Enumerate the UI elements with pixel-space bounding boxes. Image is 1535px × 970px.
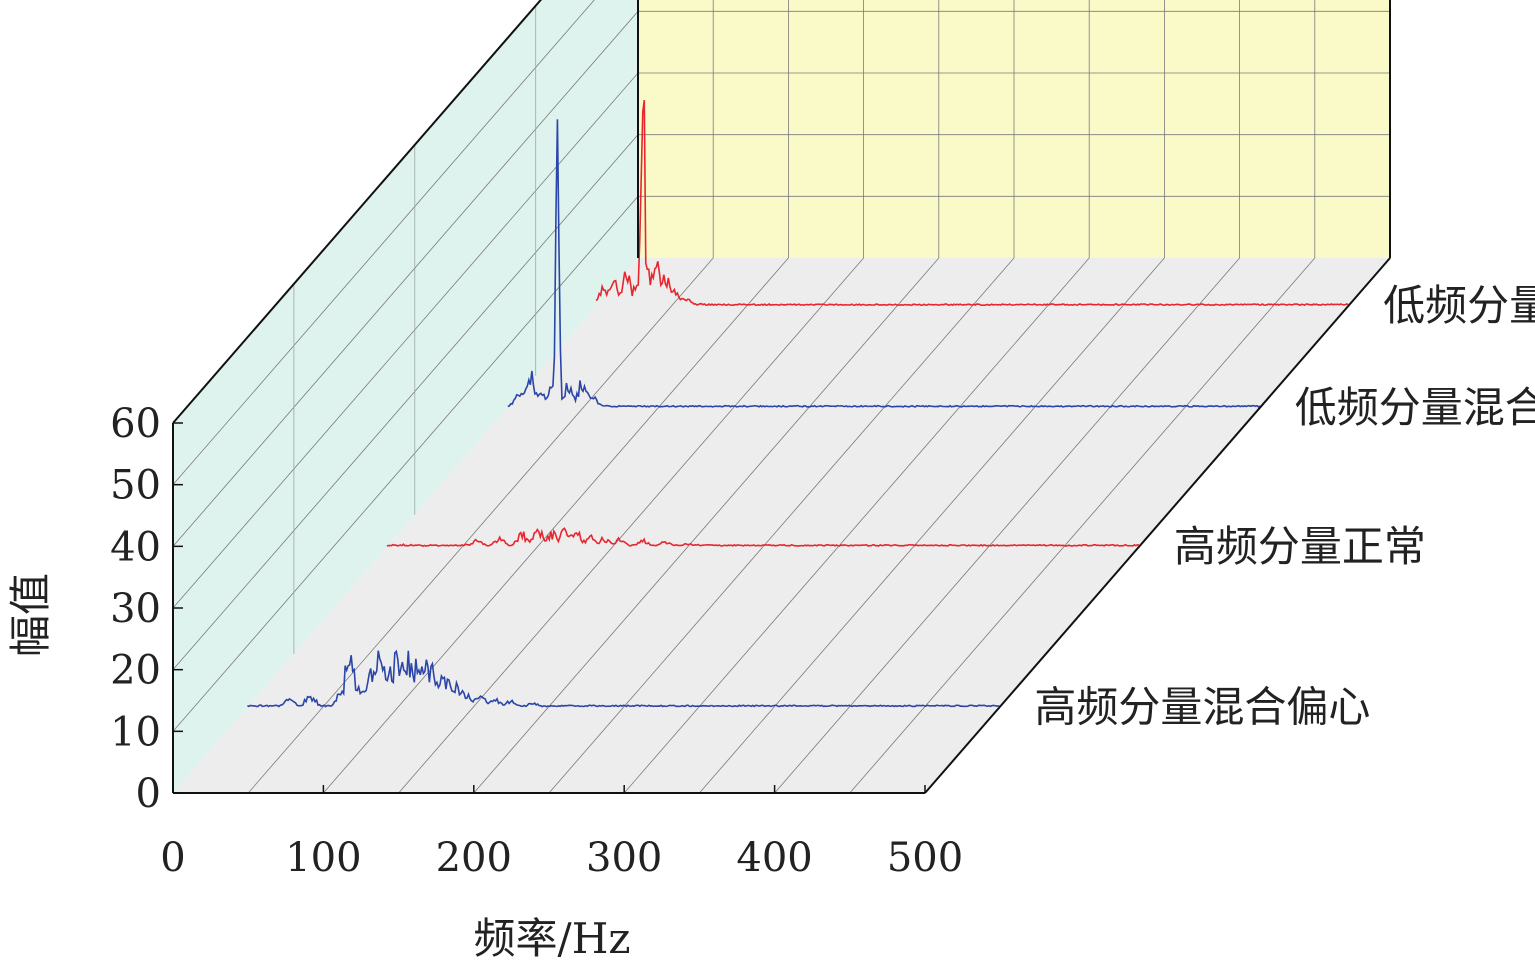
- grid-lines: [172, 0, 1390, 794]
- floor-grid-line: [323, 257, 789, 794]
- series-line: [595, 99, 1349, 307]
- floor-grid-line: [548, 257, 1015, 794]
- y-tick-label: 40: [110, 524, 161, 570]
- series-line: [386, 527, 1139, 547]
- floor-grid-line: [473, 257, 940, 794]
- side-grid-line: [172, 0, 595, 485]
- side-grid-line: [172, 134, 639, 670]
- floor-grid-line: [699, 257, 1165, 794]
- side-grid-line: [172, 196, 639, 732]
- frame-edge: [172, 0, 542, 424]
- y-tick-label: 30: [110, 586, 161, 632]
- series-line: [507, 119, 1261, 408]
- y-tick-label: 0: [136, 771, 161, 817]
- series-label: 低频分量正常: [1383, 281, 1535, 330]
- y-tick-label: 10: [110, 709, 161, 755]
- frame-edge: [924, 257, 1391, 794]
- y-tick-labels: 0 10 20 30 40 50 60: [110, 401, 183, 817]
- floor-grid-line: [774, 257, 1240, 794]
- series-layer: [247, 99, 1349, 708]
- side-wall: [173, 0, 638, 793]
- x-tick-label: 300: [586, 835, 662, 881]
- series-label: 高频分量正常: [1174, 522, 1426, 571]
- side-grid-line: [172, 72, 639, 609]
- series-label: 低频分量混合偏心: [1295, 383, 1535, 432]
- floor-grid-line: [247, 257, 714, 794]
- x-tick-label: 500: [887, 835, 963, 881]
- y-tick-label: 20: [110, 648, 161, 694]
- x-tick-label: 200: [436, 835, 512, 881]
- x-tick-labels: 0 100 200 300 400 500: [160, 785, 963, 881]
- x-tick-label: 400: [736, 835, 812, 881]
- series-label: 高频分量混合偏心: [1034, 682, 1370, 731]
- y-tick-label: 60: [110, 401, 161, 447]
- x-axis-title: 频率/Hz: [474, 914, 631, 963]
- series-labels: 高频分量混合偏心 高频分量正常 低频分量混合偏心 低频分量正常: [1034, 281, 1535, 731]
- floor-grid-line: [849, 257, 1316, 794]
- floor-grid-line: [623, 257, 1090, 794]
- y-axis-title: 幅值: [6, 573, 55, 657]
- floor-grid-line: [398, 257, 864, 794]
- x-tick-label: 100: [285, 835, 361, 881]
- side-grid-line: [172, 11, 639, 547]
- series-line: [247, 649, 1000, 708]
- y-tick-label: 50: [110, 463, 161, 509]
- x-tick-label: 0: [160, 835, 185, 881]
